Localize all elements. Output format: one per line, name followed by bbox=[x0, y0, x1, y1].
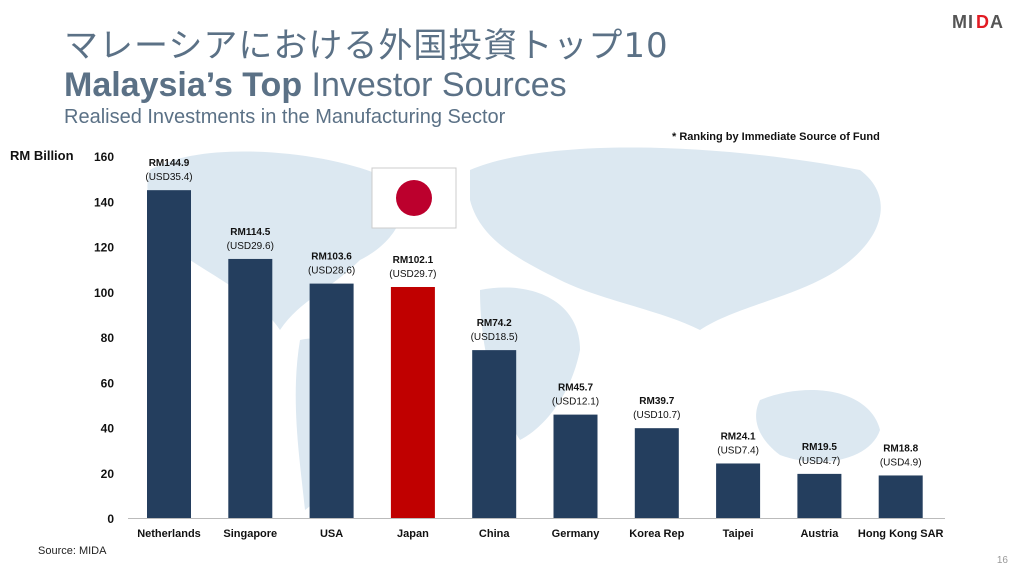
bar-usa bbox=[309, 283, 354, 518]
y-tick-label: 140 bbox=[94, 195, 114, 209]
y-tick-label: 120 bbox=[94, 241, 114, 255]
data-label-usd: (USD29.7) bbox=[389, 269, 436, 280]
y-tick-label: 60 bbox=[101, 376, 115, 390]
y-tick-label: 100 bbox=[94, 286, 114, 300]
bar-singapore bbox=[228, 258, 273, 518]
y-axis-label: RM Billion bbox=[10, 148, 74, 163]
data-label-rm: RM19.5 bbox=[802, 442, 837, 453]
data-label-rm: RM39.7 bbox=[639, 396, 674, 407]
page-number: 16 bbox=[996, 555, 1008, 566]
data-label-usd: (USD7.4) bbox=[717, 445, 759, 456]
svg-text:MI: MI bbox=[952, 12, 974, 32]
data-label-rm: RM144.9 bbox=[149, 158, 190, 169]
data-label-rm: RM102.1 bbox=[393, 255, 434, 266]
data-label-usd: (USD12.1) bbox=[552, 397, 599, 408]
data-label-usd: (USD29.6) bbox=[227, 241, 274, 252]
x-tick-label: Austria bbox=[800, 528, 839, 540]
x-tick-label: Netherlands bbox=[137, 528, 201, 540]
data-label-rm: RM24.1 bbox=[721, 431, 756, 442]
title-japanese: マレーシアにおける外国投資トップ10 bbox=[64, 26, 669, 66]
mida-logo: MI D A bbox=[952, 10, 1012, 39]
title-bold: Malaysia’s Top bbox=[64, 66, 303, 104]
x-tick-label: USA bbox=[320, 528, 343, 540]
x-tick-label: Korea Rep bbox=[629, 528, 684, 540]
source-note: Source: MIDA bbox=[38, 545, 107, 557]
bar-austria bbox=[797, 473, 842, 518]
bar-netherlands bbox=[147, 190, 191, 518]
x-tick-label: Japan bbox=[397, 528, 429, 540]
data-label-usd: (USD28.6) bbox=[308, 266, 355, 277]
flag-japan-icon bbox=[371, 167, 457, 229]
subtitle: Realised Investments in the Manufacturin… bbox=[64, 106, 506, 128]
bar-germany bbox=[553, 414, 598, 518]
data-label-rm: RM18.8 bbox=[883, 443, 918, 454]
title-light: Investor Sources bbox=[302, 66, 567, 104]
bar-hong-kong-sar bbox=[878, 475, 923, 518]
data-label-usd: (USD35.4) bbox=[145, 172, 192, 183]
x-tick-label: Hong Kong SAR bbox=[858, 528, 944, 540]
x-tick-label: Singapore bbox=[223, 528, 277, 540]
data-label-rm: RM114.5 bbox=[230, 227, 270, 238]
data-label-rm: RM74.2 bbox=[477, 318, 512, 329]
data-label-rm: RM103.6 bbox=[311, 252, 352, 263]
data-label-usd: (USD10.7) bbox=[633, 410, 680, 421]
title-english: Malaysia’s Top Investor Sources bbox=[64, 66, 567, 105]
x-tick-label: Germany bbox=[552, 528, 601, 540]
bar-china bbox=[472, 350, 517, 518]
y-tick-label: 80 bbox=[101, 331, 115, 345]
svg-text:A: A bbox=[990, 12, 1003, 32]
y-tick-label: 20 bbox=[101, 467, 115, 481]
data-label-usd: (USD18.5) bbox=[471, 332, 518, 343]
y-tick-label: 0 bbox=[107, 512, 114, 526]
ranking-note: * Ranking by Immediate Source of Fund bbox=[672, 131, 880, 143]
x-tick-label: China bbox=[479, 528, 510, 540]
data-label-rm: RM45.7 bbox=[558, 383, 593, 394]
data-label-usd: (USD4.7) bbox=[799, 456, 841, 467]
y-tick-label: 40 bbox=[101, 422, 115, 436]
bar-japan bbox=[390, 286, 435, 518]
bar-taipei bbox=[716, 463, 761, 518]
bar-korea-rep bbox=[634, 428, 679, 518]
data-label-usd: (USD4.9) bbox=[880, 457, 922, 468]
y-tick-label: 160 bbox=[94, 150, 114, 164]
x-tick-label: Taipei bbox=[723, 528, 754, 540]
svg-text:D: D bbox=[976, 12, 989, 32]
